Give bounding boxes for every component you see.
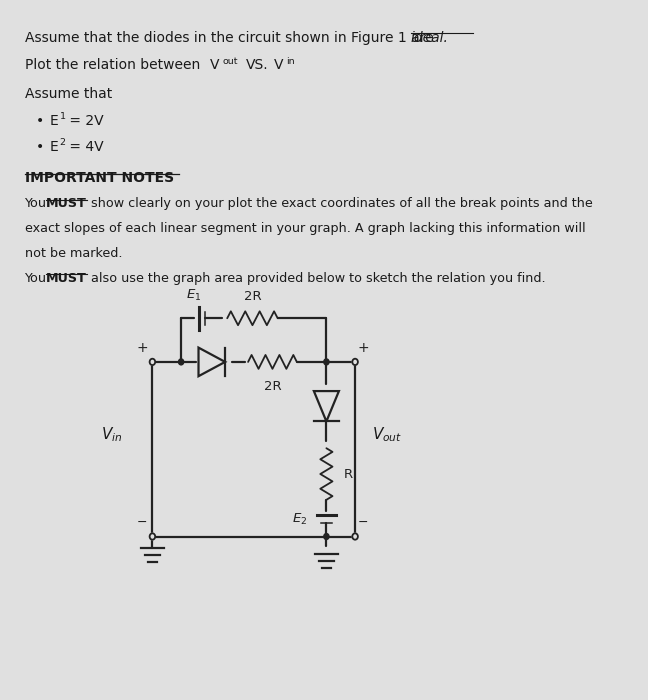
Text: You: You xyxy=(25,272,51,285)
Text: 2R: 2R xyxy=(244,290,261,303)
Text: also use the graph area provided below to sketch the relation you find.: also use the graph area provided below t… xyxy=(87,272,546,285)
Text: R: R xyxy=(344,468,353,480)
Text: $E_2$: $E_2$ xyxy=(292,512,307,527)
Text: in: in xyxy=(286,57,295,66)
Text: not be marked.: not be marked. xyxy=(25,247,122,260)
Text: $E_1$: $E_1$ xyxy=(187,288,202,303)
Text: VS.: VS. xyxy=(246,58,268,72)
Text: MUST: MUST xyxy=(46,197,87,210)
Text: out: out xyxy=(222,57,238,66)
Text: $V_{in}$: $V_{in}$ xyxy=(101,425,122,444)
Text: +: + xyxy=(357,341,369,355)
Text: = 2V: = 2V xyxy=(65,114,104,128)
Text: You: You xyxy=(25,197,51,210)
Circle shape xyxy=(150,358,155,365)
Text: 2R: 2R xyxy=(264,380,281,393)
Text: V: V xyxy=(210,58,219,72)
Text: +: + xyxy=(136,341,148,355)
Text: Assume that the diodes in the circuit shown in Figure 1 are: Assume that the diodes in the circuit sh… xyxy=(25,31,437,45)
Text: Assume that: Assume that xyxy=(25,87,111,101)
Text: MUST: MUST xyxy=(46,272,87,285)
Circle shape xyxy=(324,359,329,365)
Circle shape xyxy=(178,359,184,365)
Circle shape xyxy=(150,533,155,540)
Text: = 4V: = 4V xyxy=(65,140,104,154)
Text: V: V xyxy=(274,58,284,72)
Text: 1: 1 xyxy=(60,112,65,121)
Text: −: − xyxy=(358,516,368,528)
Text: 2: 2 xyxy=(60,138,65,147)
Text: •: • xyxy=(36,140,44,154)
Text: show clearly on your plot the exact coordinates of all the break points and the: show clearly on your plot the exact coor… xyxy=(87,197,593,210)
Text: IMPORTANT NOTES: IMPORTANT NOTES xyxy=(25,172,174,186)
Text: •: • xyxy=(36,114,44,128)
Text: $V_{out}$: $V_{out}$ xyxy=(372,425,402,444)
Text: exact slopes of each linear segment in your graph. A graph lacking this informat: exact slopes of each linear segment in y… xyxy=(25,222,585,235)
Text: ideal.: ideal. xyxy=(411,31,448,45)
Circle shape xyxy=(353,358,358,365)
Text: −: − xyxy=(137,516,147,528)
Circle shape xyxy=(353,533,358,540)
Circle shape xyxy=(324,533,329,540)
Text: Plot the relation between: Plot the relation between xyxy=(25,58,204,72)
Text: E: E xyxy=(50,114,58,128)
Text: E: E xyxy=(50,140,58,154)
